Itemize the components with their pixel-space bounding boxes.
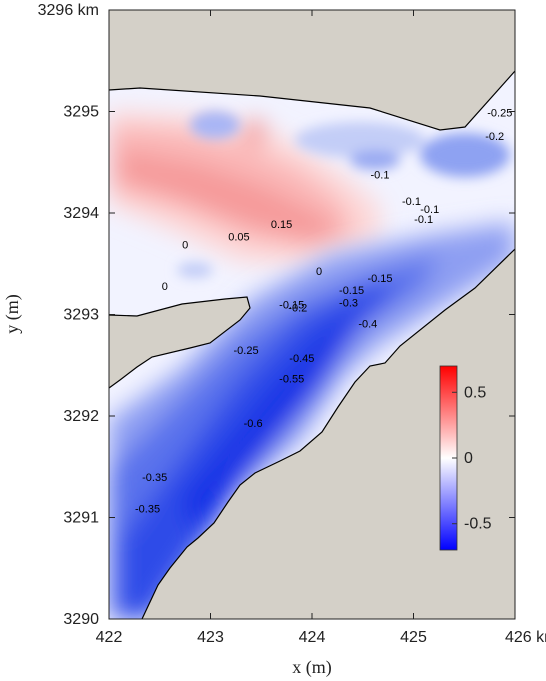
contour-label: -0.15 <box>279 299 304 311</box>
y-tick-label: 3295 <box>63 104 99 121</box>
contour-label: 0.05 <box>228 231 249 243</box>
contour-label: -0.1 <box>420 204 439 216</box>
y-tick-label: 3292 <box>63 408 99 425</box>
contour-label: -0.45 <box>289 353 314 365</box>
field-negative-w <box>177 262 213 278</box>
colorbar-tick-label: -0.5 <box>464 516 492 533</box>
coastline-south <box>141 248 515 619</box>
y-axis: 3290 3291 3292 3293 3294 3295 3296 km <box>38 2 515 628</box>
y-tick-label: 3291 <box>63 510 99 527</box>
contour-label: -0.1 <box>402 196 421 208</box>
contour-label: -0.35 <box>135 503 160 515</box>
coastline <box>109 70 515 131</box>
plot-area: -0.25-0.2-0.1-0.1-0.1-0.10.150.05000-0.1… <box>108 9 516 620</box>
contour-label: 0 <box>162 281 168 293</box>
contour-label: -0.6 <box>244 418 263 430</box>
contour-label: -0.15 <box>367 273 392 285</box>
negative-channel-field <box>109 222 515 619</box>
contour-label: -0.35 <box>142 472 167 484</box>
contour-label: -0.4 <box>358 319 377 331</box>
field-negative-n <box>295 122 425 158</box>
x-tick-label: 422 <box>96 629 123 646</box>
colorbar: 0.5 0 -0.5 <box>439 365 492 551</box>
y-tick-label: 3293 <box>63 307 99 324</box>
contour-label: -0.25 <box>233 345 258 357</box>
positive-field <box>109 110 380 265</box>
x-tick-label: 426 km <box>505 629 546 646</box>
contour-label: -0.25 <box>487 108 512 120</box>
contour-label: -0.2 <box>288 302 307 314</box>
contour-label: 0 <box>316 266 322 278</box>
field-negative-core <box>180 310 365 540</box>
contour-labels: -0.25-0.2-0.1-0.1-0.1-0.10.150.05000-0.1… <box>135 108 512 516</box>
contour-label: -0.3 <box>339 297 358 309</box>
field-positive-core <box>120 150 345 242</box>
field-negative-ne <box>420 133 510 177</box>
x-tick-label: 424 <box>299 629 326 646</box>
colorbar-tick-label: 0 <box>464 450 473 467</box>
contour-label: -0.15 <box>339 285 364 297</box>
field-positive-spot <box>245 120 265 144</box>
y-tick-label: 3294 <box>63 205 99 222</box>
x-axis-title: x (m) <box>292 657 332 678</box>
contour-label: 0 <box>182 240 188 252</box>
negative-north-field <box>177 111 510 278</box>
x-axis: 422 423 424 425 426 km <box>96 10 546 646</box>
colorbar-tick-label: 0.5 <box>464 384 486 401</box>
contour-label: -0.1 <box>371 169 390 181</box>
y-axis-title: y (m) <box>2 294 23 334</box>
contour-label: -0.2 <box>485 131 504 143</box>
y-tick-label: 3290 <box>63 611 99 628</box>
x-tick-label: 423 <box>197 629 224 646</box>
coastline-peninsula <box>109 296 251 389</box>
contour-label: 0.15 <box>271 219 292 231</box>
x-tick-label: 425 <box>400 629 427 646</box>
y-tick-label: 3296 km <box>38 2 99 19</box>
field-negative-n2 <box>350 150 400 170</box>
colorbar-ticks: 0.5 0 -0.5 <box>452 384 492 533</box>
contour-label: -0.55 <box>279 374 304 386</box>
field-negative-nw <box>190 111 240 139</box>
contour-label: -0.1 <box>414 214 433 226</box>
